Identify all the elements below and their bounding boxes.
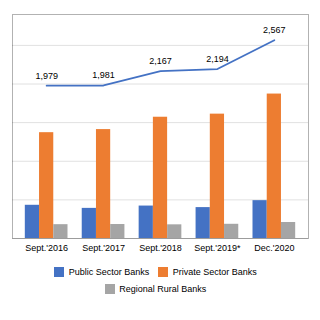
html-text:Regional Rural Banks: Regional Rural Banks — [119, 283, 207, 294]
svg-text:1,981: 1,981 — [92, 70, 115, 80]
html-text:Private Sector Banks: Private Sector Banks — [172, 267, 257, 278]
svg-text:Sept.'2016: Sept.'2016 — [25, 243, 68, 253]
svg-text:Sept.'2017: Sept.'2017 — [82, 243, 125, 253]
svg-text:2,194: 2,194 — [206, 54, 229, 64]
svg-text:Sept.'2019*: Sept.'2019* — [194, 243, 241, 253]
svg-text:2,167: 2,167 — [149, 56, 172, 66]
html-text:Public Sector Banks: Public Sector Banks — [68, 267, 150, 278]
svg-text:1,979: 1,979 — [35, 71, 58, 81]
svg-text:Sept.'2018: Sept.'2018 — [139, 243, 182, 253]
svg-text:Dec.'2020: Dec.'2020 — [254, 243, 294, 253]
svg-text:2,567: 2,567 — [263, 25, 286, 35]
